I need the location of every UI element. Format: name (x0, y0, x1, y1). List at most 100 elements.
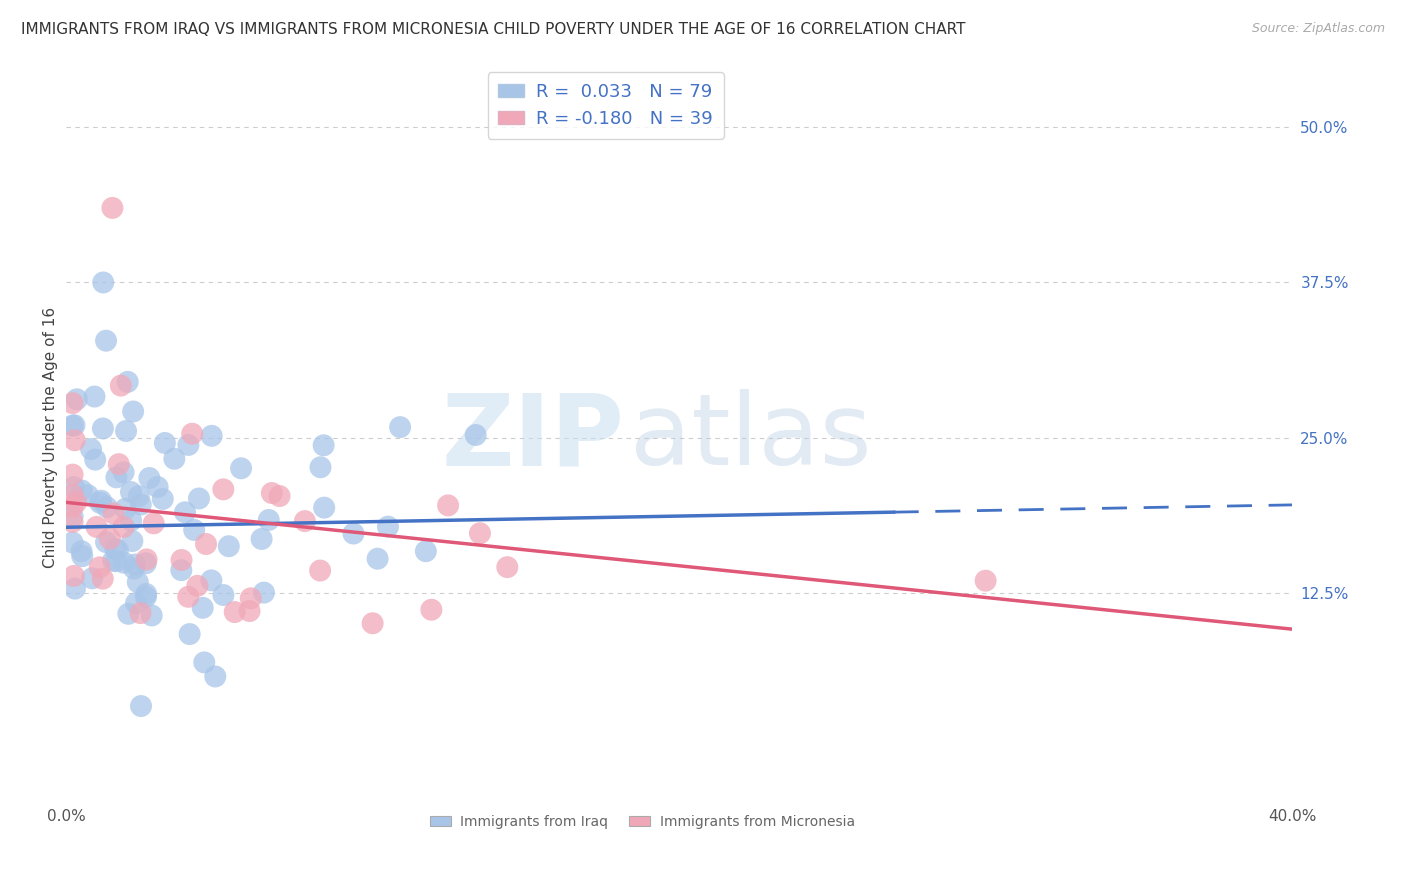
Point (229, 461, 252, 475)
Point (63, 418, 86, 433)
Point (120, 485, 142, 500)
Point (224, 605, 246, 619)
Point (212, 483, 235, 497)
Point (104, 541, 127, 556)
Point (127, 575, 149, 590)
Point (90, 493, 112, 508)
Point (239, 591, 262, 606)
Point (121, 534, 143, 549)
Point (125, 596, 148, 610)
Point (204, 669, 226, 683)
Point (314, 500, 336, 515)
Point (62, 509, 84, 524)
Point (91, 572, 114, 586)
Point (496, 560, 519, 574)
Point (112, 556, 135, 570)
Point (94, 334, 117, 348)
Point (89, 560, 111, 574)
Point (135, 590, 157, 604)
Y-axis label: Child Poverty Under the Age of 16: Child Poverty Under the Age of 16 (44, 307, 58, 568)
Point (974, 574, 997, 588)
Point (129, 699, 152, 714)
Point (115, 424, 138, 438)
Point (76, 488, 98, 502)
Point (464, 428, 486, 442)
Point (142, 516, 165, 531)
Point (62, 535, 84, 549)
Point (122, 404, 145, 418)
Point (195, 537, 218, 551)
Point (82, 571, 104, 585)
Point (62, 515, 84, 529)
Point (218, 539, 240, 553)
Point (112, 466, 135, 480)
Point (183, 523, 205, 537)
Point (437, 499, 460, 513)
Point (112, 520, 135, 534)
Point (191, 600, 214, 615)
Point (367, 551, 389, 566)
Point (260, 486, 283, 500)
Point (200, 574, 222, 588)
Point (361, 616, 384, 631)
Point (309, 564, 332, 578)
Point (389, 420, 412, 434)
Point (86, 520, 108, 534)
Point (117, 607, 139, 621)
Point (141, 608, 163, 623)
Point (201, 429, 224, 443)
Point (124, 558, 146, 572)
Point (62, 480, 84, 494)
Point (129, 498, 152, 512)
Point (294, 514, 316, 528)
Point (181, 426, 204, 441)
Point (63, 569, 86, 583)
Text: Source: ZipAtlas.com: Source: ZipAtlas.com (1251, 22, 1385, 36)
Point (62, 396, 84, 410)
Point (186, 579, 208, 593)
Point (152, 491, 174, 506)
Point (62, 418, 84, 433)
Point (188, 491, 211, 506)
Point (89, 496, 111, 510)
Text: atlas: atlas (630, 389, 872, 486)
Point (129, 606, 152, 620)
Point (70, 544, 93, 558)
Point (177, 438, 200, 452)
Point (135, 556, 157, 570)
Point (63, 434, 86, 448)
Point (269, 489, 291, 503)
Point (238, 604, 260, 618)
Point (62, 500, 84, 514)
Point (91, 421, 114, 435)
Point (193, 656, 215, 670)
Point (135, 552, 157, 566)
Point (65, 495, 87, 509)
Point (103, 507, 125, 521)
Point (62, 467, 84, 482)
Point (174, 505, 197, 519)
Point (312, 438, 335, 452)
Point (120, 514, 142, 528)
Point (107, 543, 129, 558)
Point (257, 513, 280, 527)
Point (107, 457, 129, 471)
Legend: Immigrants from Iraq, Immigrants from Micronesia: Immigrants from Iraq, Immigrants from Mi… (425, 809, 860, 834)
Point (146, 480, 169, 494)
Point (377, 519, 399, 533)
Point (66, 392, 89, 407)
Point (80, 442, 103, 456)
Point (62, 488, 84, 502)
Point (253, 585, 276, 599)
Point (83, 390, 105, 404)
Point (250, 532, 273, 546)
Point (96, 500, 118, 515)
Point (170, 563, 193, 577)
Point (420, 603, 443, 617)
Point (342, 526, 364, 541)
Point (70, 483, 93, 498)
Point (105, 470, 128, 484)
Point (179, 627, 201, 641)
Point (101, 201, 124, 215)
Point (212, 588, 235, 602)
